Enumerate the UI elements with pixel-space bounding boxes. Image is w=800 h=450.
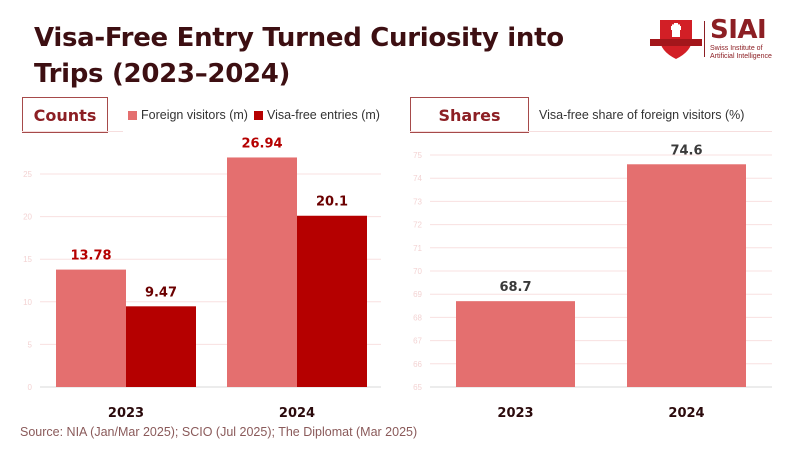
counts-legend: Foreign visitors (m) Visa-free entries (… (128, 108, 380, 122)
counts-y-tick-label: 15 (23, 255, 32, 264)
shares-y-tick-label: 69 (413, 290, 422, 299)
counts-x-tick-label: 2024 (279, 406, 315, 421)
logo-subtitle-line1: Swiss Institute of (710, 45, 763, 52)
shares-header-divider (410, 131, 772, 132)
shares-y-tick-label: 73 (413, 197, 422, 206)
shares-y-tick-label: 70 (413, 267, 422, 276)
tab-counts[interactable]: Counts (22, 97, 108, 133)
counts-y-tick-label: 10 (23, 298, 32, 307)
legend-label-visa-free-entries: Visa-free entries (m) (266, 108, 380, 122)
shares-y-tick-label: 65 (413, 383, 422, 392)
logo-subtitle: Swiss Institute of Artificial Intelligen… (710, 45, 780, 61)
legend-swatch-foreign-visitors (128, 110, 137, 120)
logo-divider (704, 21, 705, 57)
logo: SIAI Swiss Institute of Artificial Intel… (648, 15, 780, 61)
logo-name: SIAI (710, 15, 767, 45)
shares-y-tick-label: 75 (413, 151, 422, 160)
shares-subtitle-text: Visa-free share of foreign visitors (%) (539, 108, 745, 122)
swiss-cross-shield-icon (650, 20, 702, 59)
counts-x-tick-label: 2023 (108, 406, 144, 421)
shares-x-tick-label: 2024 (668, 406, 704, 421)
counts-data-label: 13.78 (70, 249, 111, 264)
counts-bar-2023-visa-free-entries (126, 306, 196, 387)
shares-bar-2024-share (627, 164, 746, 387)
shares-y-tick-label: 71 (413, 244, 422, 253)
page-title: Visa-Free Entry Turned Curiosity into Tr… (34, 23, 564, 89)
logo-subtitle-line2: Artificial Intelligence (710, 53, 772, 60)
shares-y-tick-label: 72 (413, 221, 422, 230)
shares-x-tick-label: 2023 (497, 406, 533, 421)
shares-y-tick-label: 66 (413, 360, 422, 369)
legend-swatch-visa-free-entries (253, 110, 263, 120)
counts-bar-2023-foreign-visitors (56, 269, 126, 387)
shares-data-label: 68.7 (499, 280, 531, 295)
counts-y-tick-label: 25 (23, 170, 32, 179)
counts-data-label: 20.1 (316, 195, 348, 210)
shares-y-tick-label: 68 (413, 313, 422, 322)
counts-header-divider (22, 131, 123, 132)
shares-subtitle: Visa-free share of foreign visitors (%) (539, 108, 744, 122)
counts-y-tick-label: 20 (23, 213, 32, 222)
counts-data-label: 26.94 (241, 136, 282, 151)
shares-y-tick-label: 74 (413, 174, 422, 183)
shares-y-tick-label: 67 (413, 337, 422, 346)
counts-y-tick-label: 0 (28, 383, 33, 392)
counts-bar-2024-foreign-visitors (227, 157, 297, 387)
legend-label-foreign-visitors: Foreign visitors (m) (141, 108, 248, 122)
shares-bar-2023-share (456, 301, 575, 387)
source-note: Source: NIA (Jan/Mar 2025); SCIO (Jul 20… (20, 425, 418, 439)
counts-y-tick-label: 5 (28, 340, 33, 349)
counts-data-label: 9.47 (145, 285, 177, 300)
tab-shares[interactable]: Shares (410, 97, 529, 133)
shares-data-label: 74.6 (670, 143, 702, 158)
counts-bar-2024-visa-free-entries (297, 215, 367, 387)
